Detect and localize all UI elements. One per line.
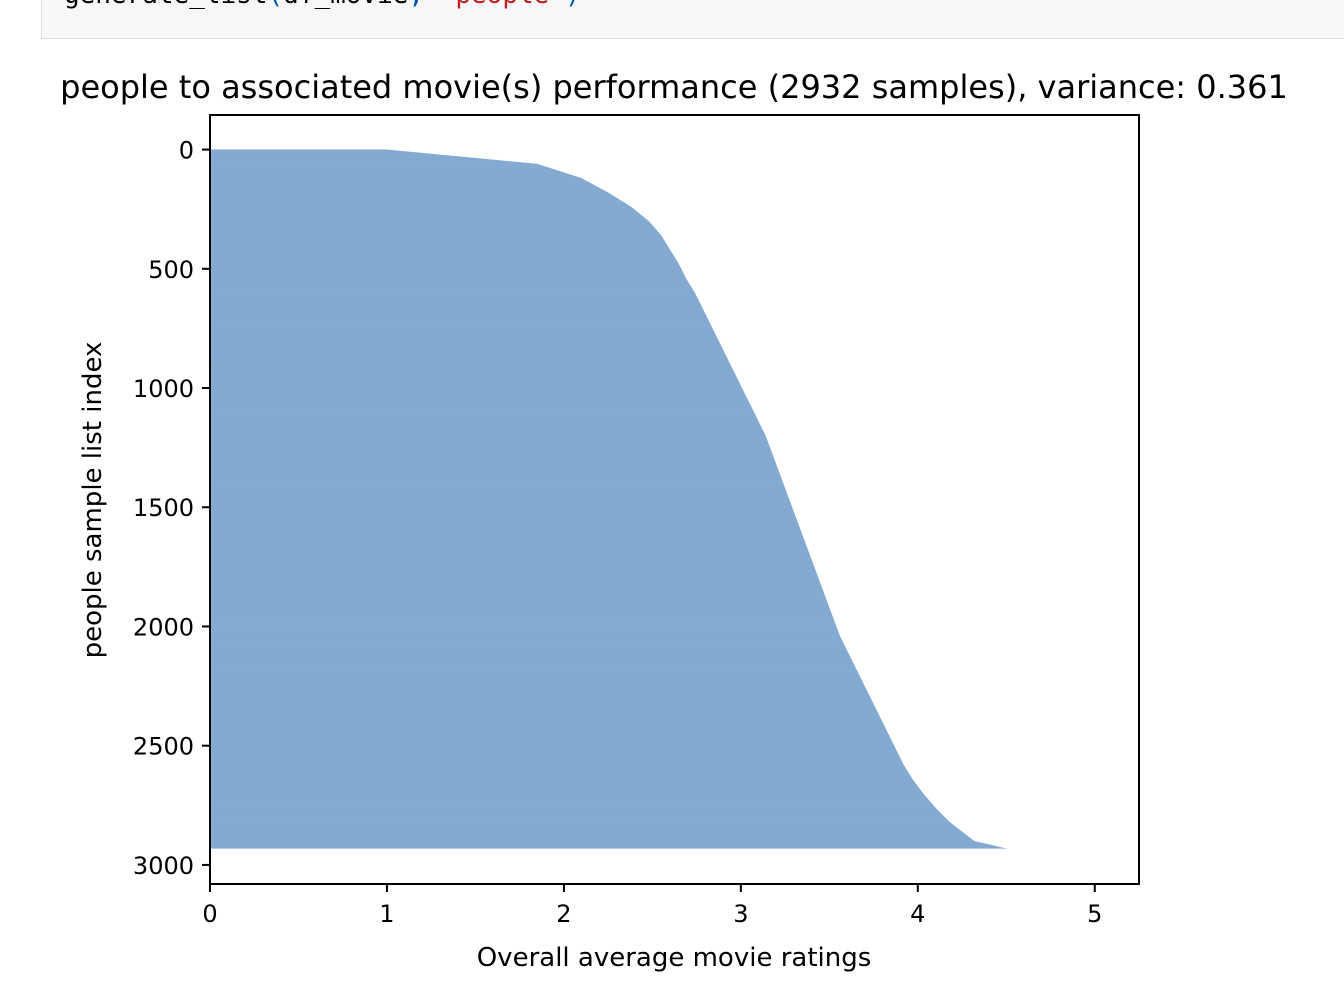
- x-tick-label: 3: [733, 900, 748, 928]
- output-area: people to associated movie(s) performanc…: [0, 40, 1344, 1002]
- y-axis-label: people sample list index: [78, 342, 108, 659]
- x-axis: 0 1 2 3 4 5: [202, 884, 1102, 928]
- y-tick-label: 1500: [133, 494, 194, 522]
- code-function: generate_list: [64, 0, 268, 10]
- x-axis-label: Overall average movie ratings: [477, 943, 872, 973]
- code-comma: ,: [408, 0, 439, 10]
- code-open-paren: (: [268, 0, 284, 10]
- y-tick-label: 1000: [133, 375, 194, 403]
- code-close-paren: ): [565, 0, 581, 10]
- y-axis: 0 500 1000 1500 2000 2500 3000: [133, 137, 210, 880]
- chart-title: people to associated movie(s) performanc…: [60, 68, 1288, 106]
- code-arg-df: df_movie: [283, 0, 408, 10]
- bars-group: [210, 149, 1006, 848]
- y-tick-label: 500: [148, 256, 194, 284]
- x-tick-label: 1: [379, 900, 394, 928]
- y-tick-label: 3000: [133, 852, 194, 880]
- bar-chart: people to associated movie(s) performanc…: [0, 40, 1344, 1002]
- y-tick-label: 2500: [133, 733, 194, 761]
- code-line: generate_list(df_movie, "people"): [64, 0, 581, 10]
- y-tick-label: 2000: [133, 613, 194, 641]
- y-tick-label: 0: [179, 137, 194, 165]
- x-tick-label: 5: [1087, 900, 1102, 928]
- x-tick-label: 0: [202, 900, 217, 928]
- x-tick-label: 2: [556, 900, 571, 928]
- code-cell[interactable]: generate_list(df_movie, "people"): [41, 0, 1344, 39]
- x-tick-label: 4: [910, 900, 925, 928]
- code-arg-string: "people": [440, 0, 565, 10]
